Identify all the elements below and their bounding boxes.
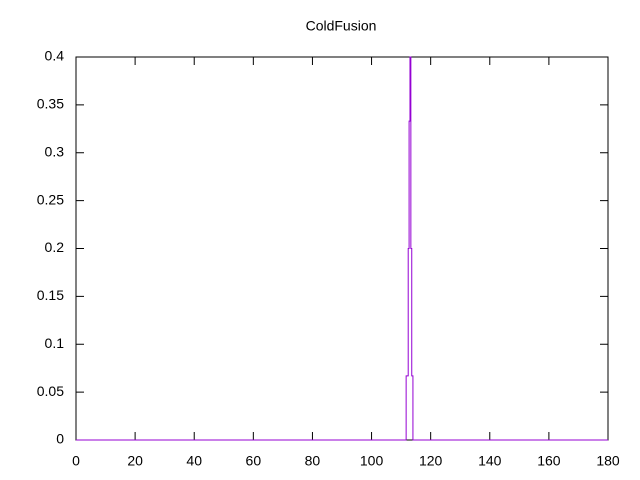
x-tick-label: 180	[596, 453, 620, 469]
y-tick-label: 0.3	[45, 143, 65, 159]
x-tick-label: 100	[360, 453, 384, 469]
x-tick-label: 60	[246, 453, 262, 469]
x-tick-label: 0	[72, 453, 80, 469]
y-tick-label: 0.35	[37, 96, 64, 112]
x-tick-label: 140	[478, 453, 502, 469]
data-line	[76, 56, 608, 441]
y-tick-label: 0.1	[45, 335, 65, 351]
x-tick-label: 20	[127, 453, 143, 469]
chart-title: ColdFusion	[306, 18, 377, 34]
x-tick-label: 80	[305, 453, 321, 469]
y-tick-label: 0.4	[45, 48, 65, 64]
y-tick-label: 0.25	[37, 191, 64, 207]
x-tick-label: 160	[537, 453, 561, 469]
y-tick-label: 0	[56, 431, 64, 447]
x-tick-label: 40	[186, 453, 202, 469]
x-tick-label: 120	[419, 453, 443, 469]
y-tick-label: 0.05	[37, 383, 64, 399]
y-tick-label: 0.2	[45, 239, 65, 255]
y-tick-label: 0.15	[37, 287, 64, 303]
